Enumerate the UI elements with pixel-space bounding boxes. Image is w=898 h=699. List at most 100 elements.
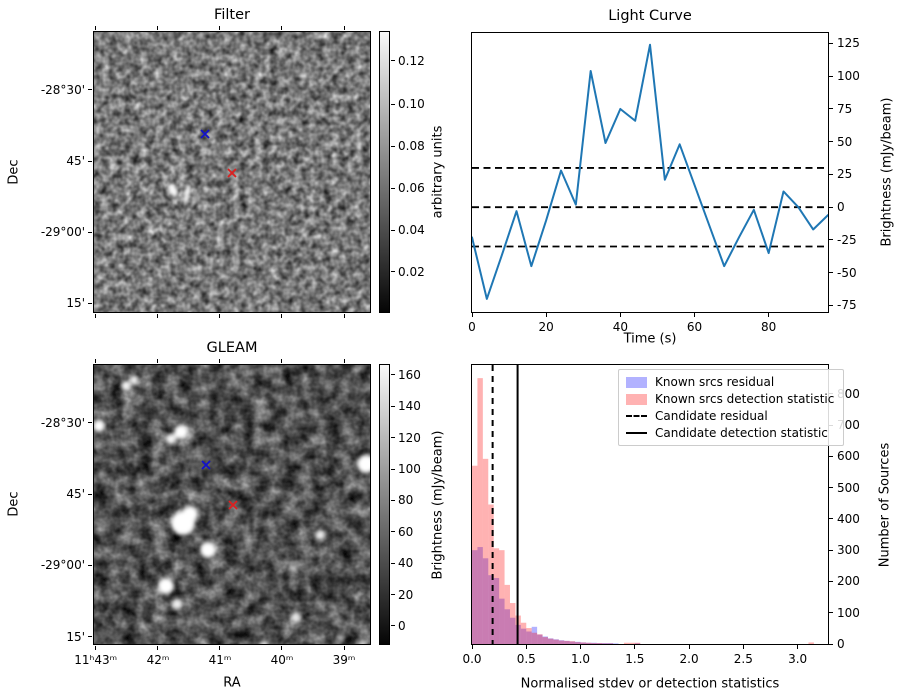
light-curve-x-tick-label: 20 [538,320,554,334]
legend-row: Candidate residual [626,409,834,423]
legend-label: Candidate residual [655,409,768,423]
tick-mark [88,493,92,495]
histogram-x-axis-label: Normalised stdev or detection statistics [520,676,780,692]
tick-mark [88,564,92,566]
histogram-x-tick-label: 3.0 [788,652,808,666]
tick-mark [694,313,695,317]
tick-mark [829,612,833,614]
filter-image [93,31,371,313]
gleam-colorbar-tick-label: 80 [398,493,414,508]
filter-dec-tick-label: 45' [66,154,85,168]
tick-mark [829,487,833,489]
tick-mark [768,313,770,317]
tick-mark [157,26,159,30]
filter-title: Filter [214,7,250,23]
gleam-title: GLEAM [206,340,258,356]
filter-image-canvas [94,32,370,312]
tick-mark [391,229,395,231]
light-curve-y-tick-label: 25 [837,167,853,182]
histogram-y-tick-label: 500 [837,480,860,495]
tick-mark [471,313,473,317]
light-curve-plot [471,32,829,313]
tick-mark [797,645,799,649]
legend-row: Known srcs detection statistic [626,392,834,406]
gleam-dec-tick-label: 45' [66,487,85,502]
gleam-dec-axis-label: Dec [6,491,22,517]
light-curve-x-tick-label: 40 [612,320,628,334]
gleam-colorbar-tick-label: 100 [398,462,421,477]
tick-mark [343,314,345,318]
gleam-ra-tick-label: 39ᵐ [332,653,356,667]
legend-solid-line-sample [626,432,647,434]
light-curve-y-tick-label: -50 [837,265,857,280]
tick-mark [525,645,527,649]
legend-row: Known srcs residual [626,375,834,389]
tick-mark [829,272,833,274]
filter-colorbar-tick-label: 0.08 [398,139,425,154]
tick-mark [219,359,221,363]
tick-mark [88,160,92,162]
legend-dashed-line-sample [626,415,647,417]
tick-mark [829,42,833,44]
filter-colorbar-label: arbitrary units [430,125,446,219]
light-curve-y-axis-label: Brightness (mJy/beam) [879,97,895,247]
tick-mark [157,359,159,363]
tick-mark [829,643,833,645]
tick-mark [391,187,395,189]
light-curve-y-tick-label: 75 [837,101,853,116]
tick-mark [391,437,395,439]
gleam-ra-tick-label: 42ᵐ [146,653,170,667]
legend-label: Candidate detection statistic [655,426,828,440]
light-curve-y-tick-label: 100 [837,69,860,84]
histogram-plot: Known srcs residual Known srcs detection… [471,364,845,645]
light-curve-y-tick-label: 50 [837,134,853,149]
tick-mark [829,455,833,457]
tick-mark [88,231,92,233]
tick-mark [95,26,97,30]
legend-label: Known srcs residual [655,375,775,389]
tick-mark [391,103,395,105]
histogram-y-tick-label: 100 [837,605,860,620]
gleam-ra-tick-label: 11ʰ43ᵐ [74,653,118,667]
tick-mark [829,304,833,306]
gleam-colorbar-tick-label: 140 [398,399,421,414]
light-curve-x-tick-label: 80 [761,320,777,334]
light-curve-y-tick-label: 125 [837,36,860,51]
tick-mark [95,314,97,318]
tick-mark [343,359,345,363]
tick-mark [545,313,547,317]
tick-mark [157,646,159,650]
tick-mark [281,646,283,650]
filter-colorbar-tick-label: 0.02 [398,264,425,279]
gleam-colorbar-tick-label: 40 [398,556,414,571]
tick-mark [391,531,395,533]
histogram-y-tick-label: 0 [837,637,845,651]
tick-mark [829,173,833,175]
tick-mark [88,302,92,304]
histogram-x-tick-label: 0.5 [516,652,536,666]
gleam-colorbar-tick-label: 20 [398,587,414,602]
tick-mark [829,141,833,143]
tick-mark [391,499,395,501]
tick-mark [742,645,744,649]
tick-mark [688,645,690,649]
tick-mark [219,314,221,318]
tick-mark [281,314,283,318]
legend-swatch-detection [626,393,647,405]
gleam-colorbar-tick-label: 160 [398,367,421,382]
gleam-image-canvas [94,365,370,644]
gleam-dec-tick-label: -29°00' [40,558,85,573]
legend-row: Candidate detection statistic [626,426,834,440]
filter-dec-tick-label: -29°00' [40,225,85,240]
tick-mark [829,206,833,208]
light-curve-y-tick-label: -25 [837,232,857,247]
light-curve-canvas [472,43,828,300]
tick-mark [619,313,621,317]
filter-colorbar-tick-label: 0.12 [398,53,425,68]
tick-mark [391,625,395,627]
light-curve-x-axis-label: Time (s) [623,331,677,347]
tick-mark [343,646,345,650]
tick-mark [580,645,582,649]
tick-mark [471,645,473,649]
